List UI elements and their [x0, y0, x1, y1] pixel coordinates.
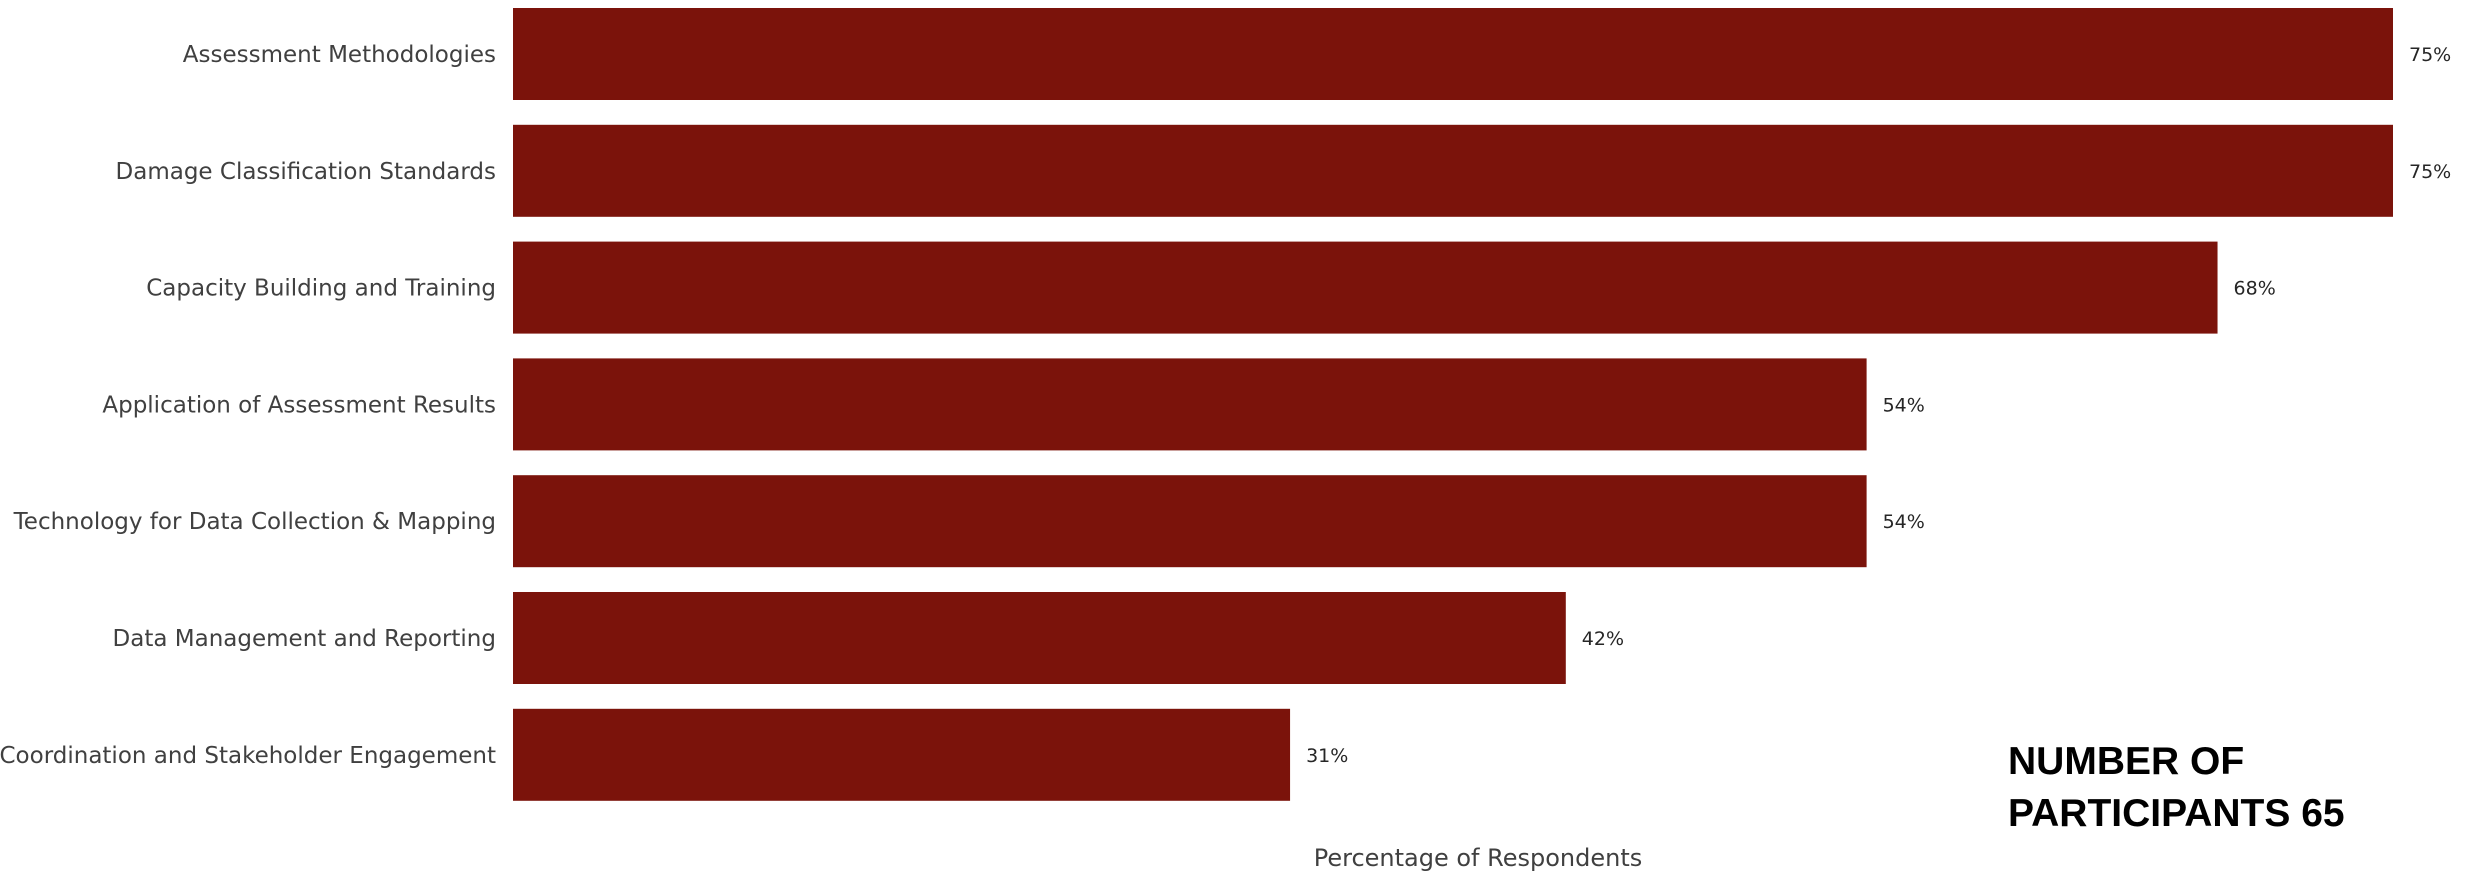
category-labels: Assessment Methodologies Damage Classific…: [0, 42, 496, 769]
participants-note-line1: NUMBER OF: [2008, 740, 2245, 783]
bar-4: [513, 358, 1867, 451]
value-label-5: 54%: [1883, 511, 1925, 533]
category-label-6: Data Management and Reporting: [113, 626, 496, 652]
category-label-4: Application of Assessment Results: [102, 392, 496, 418]
bars-group: [513, 8, 2393, 801]
value-label-4: 54%: [1883, 394, 1925, 416]
value-label-2: 75%: [2409, 161, 2451, 183]
category-label-5: Technology for Data Collection & Mapping: [13, 509, 496, 535]
bar-6: [513, 592, 1566, 684]
category-label-2: Damage Classification Standards: [116, 159, 496, 185]
value-label-6: 42%: [1582, 628, 1624, 650]
bar-3: [513, 241, 2218, 334]
bar-5: [513, 475, 1867, 568]
category-label-7: Coordination and Stakeholder Engagement: [0, 743, 496, 769]
category-label-1: Assessment Methodologies: [183, 42, 496, 68]
bar-2: [513, 124, 2393, 217]
participants-note-line2: PARTICIPANTS 65: [2008, 792, 2345, 835]
bar-7: [513, 708, 1291, 801]
category-label-3: Capacity Building and Training: [146, 276, 496, 302]
value-label-1: 75%: [2409, 44, 2451, 66]
value-labels: 75% 75% 68% 54% 54% 42% 31%: [1306, 44, 2451, 767]
participants-note: NUMBER OF PARTICIPANTS 65: [2008, 736, 2448, 840]
value-label-3: 68%: [2234, 278, 2276, 300]
value-label-7: 31%: [1306, 745, 1348, 767]
bar-1: [513, 8, 2393, 100]
x-axis-title: Percentage of Respondents: [1314, 844, 1643, 872]
